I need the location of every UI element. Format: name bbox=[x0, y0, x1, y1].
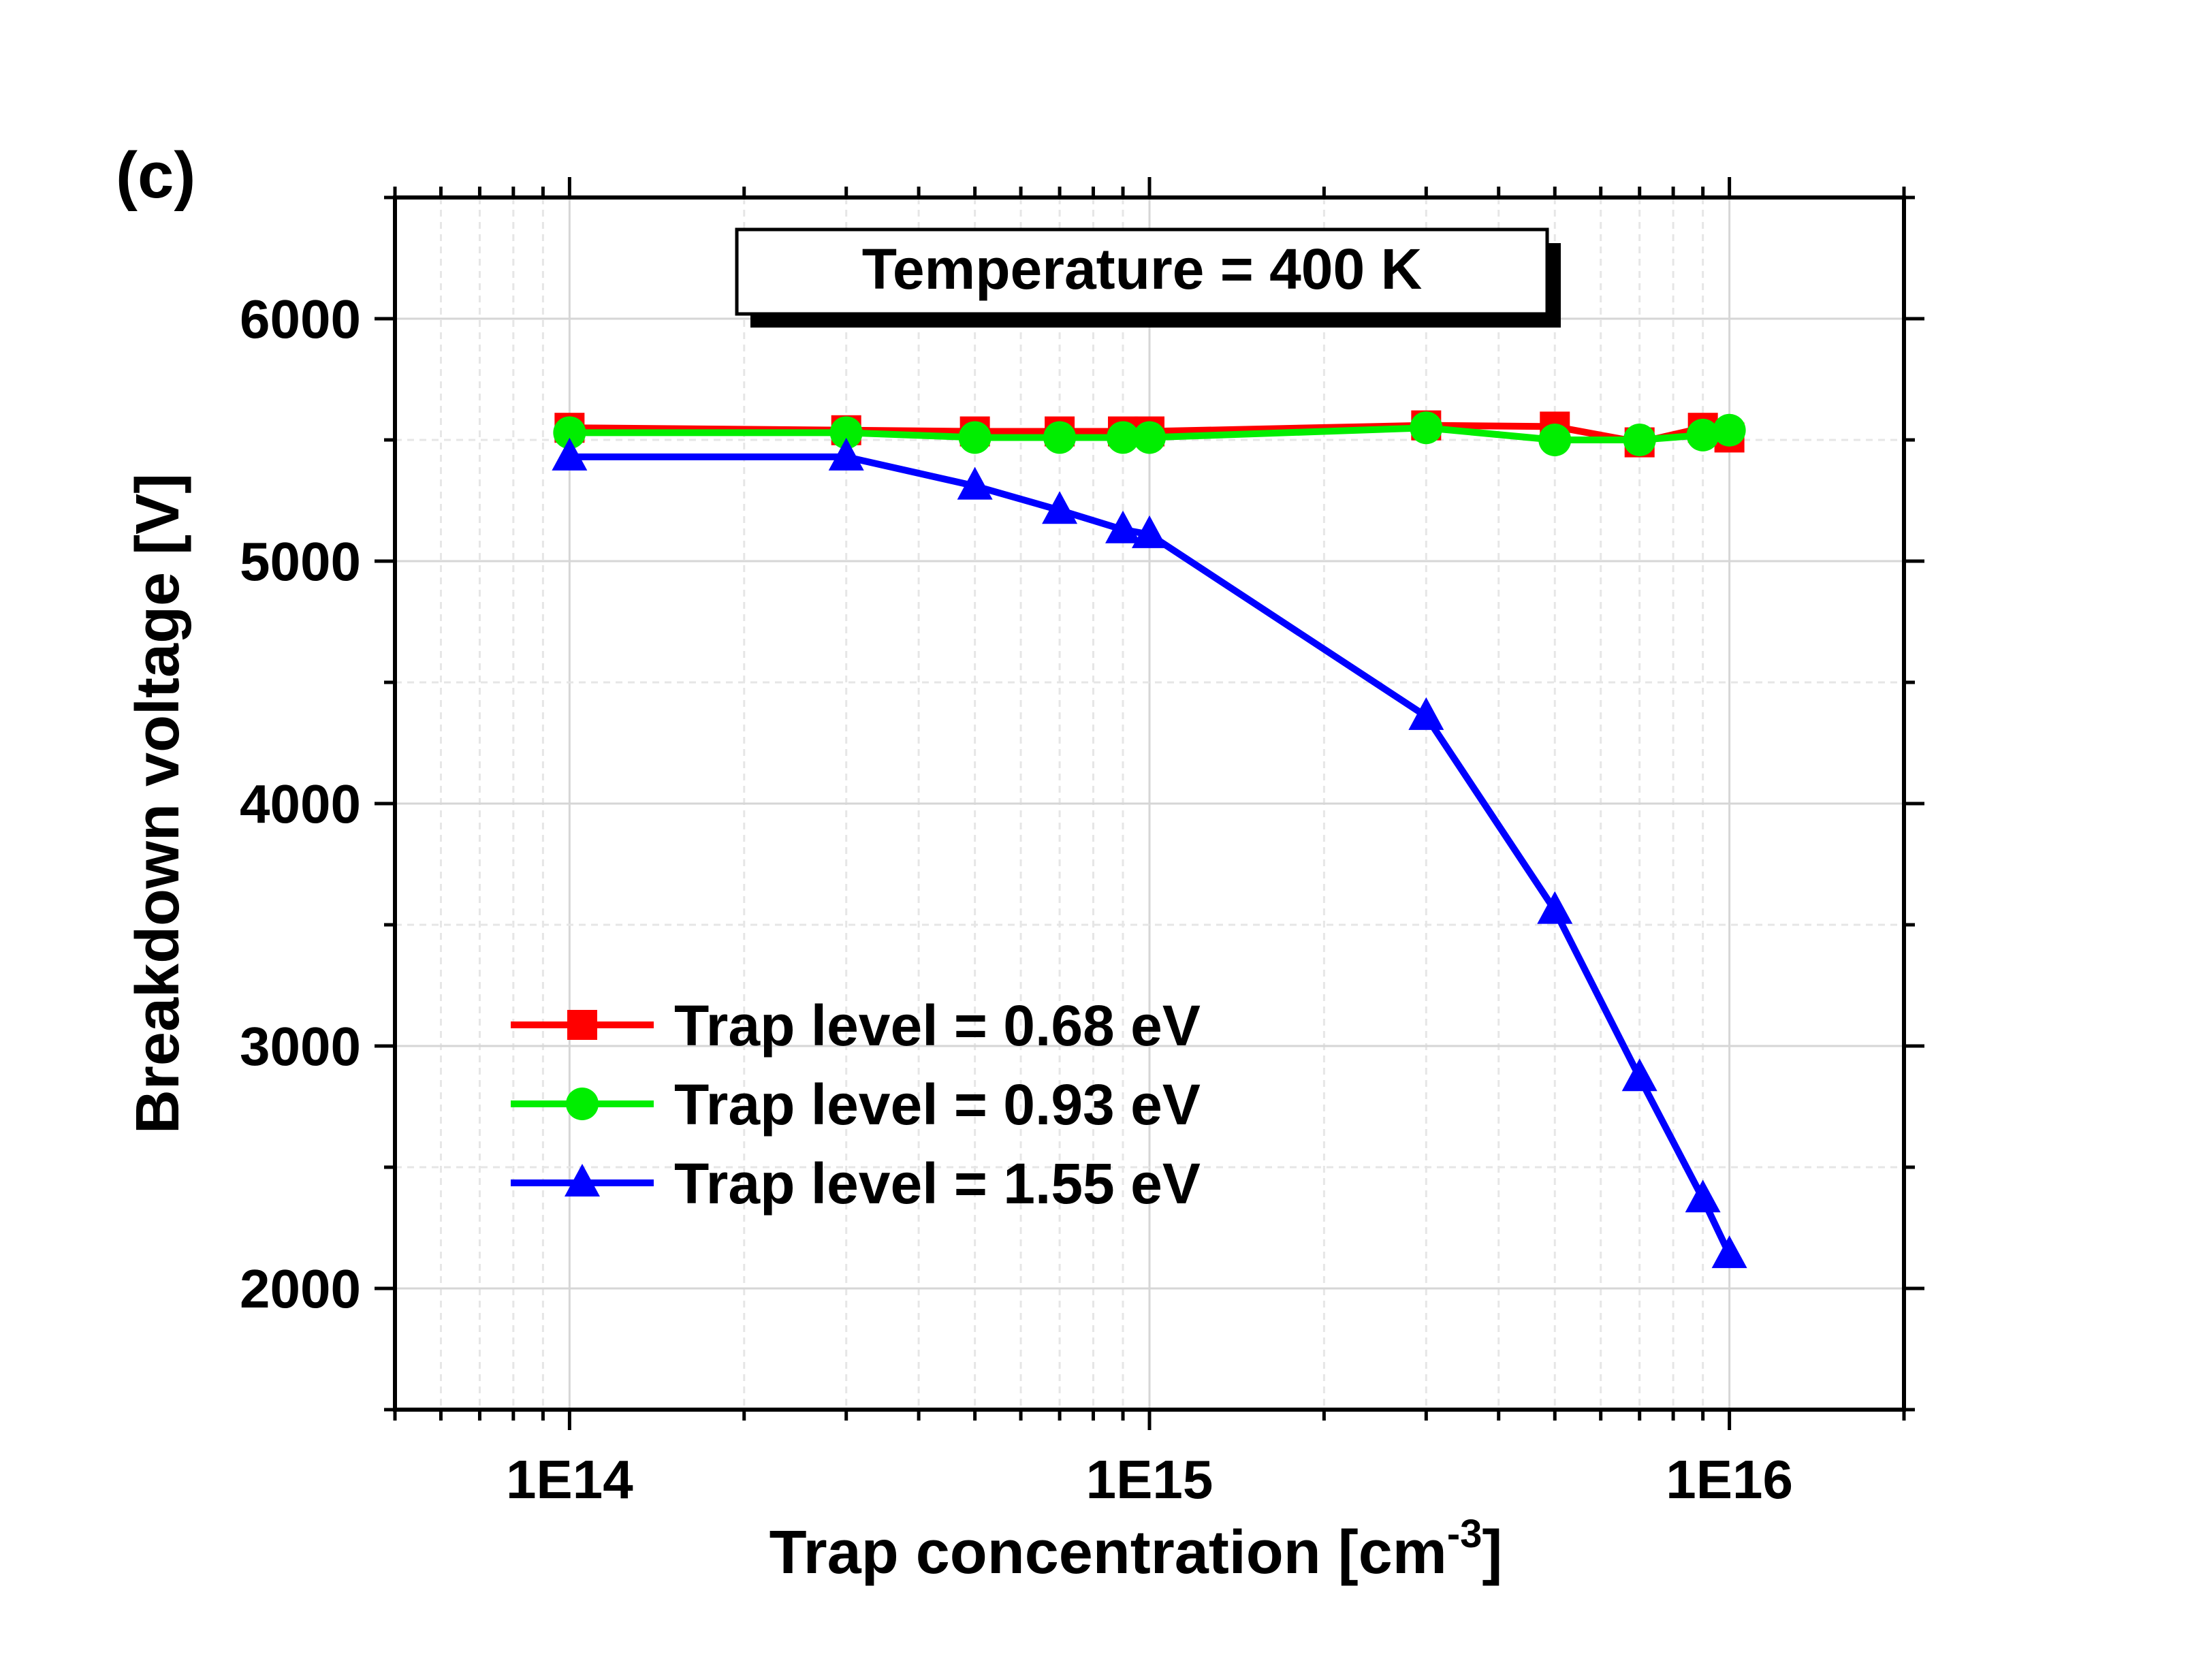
data-point bbox=[958, 421, 991, 454]
legend-swatch-marker bbox=[565, 1164, 600, 1196]
legend-swatch-marker bbox=[566, 1088, 599, 1120]
y-tick-label: 6000 bbox=[240, 289, 361, 349]
legend-label: Trap level = 0.93 eV bbox=[674, 1073, 1201, 1137]
data-point bbox=[1623, 424, 1656, 456]
x-axis-label-main: Trap concentration [cm bbox=[769, 1519, 1447, 1587]
legend: Trap level = 0.68 eV Trap level = 0.93 eV… bbox=[511, 994, 1201, 1216]
data-point bbox=[1685, 1179, 1721, 1213]
data-point bbox=[1408, 697, 1444, 730]
y-axis-label: Breakdown voltage [V] bbox=[124, 473, 192, 1134]
y-tick-label: 3000 bbox=[240, 1016, 361, 1077]
legend-label: Trap level = 1.55 eV bbox=[674, 1152, 1201, 1216]
series-layer bbox=[552, 410, 1747, 1269]
data-point bbox=[1043, 421, 1077, 454]
data-point bbox=[1713, 413, 1746, 447]
x-tick-label: 1E15 bbox=[1086, 1449, 1213, 1510]
legend-item: Trap level = 0.93 eV bbox=[511, 1073, 1201, 1137]
data-point bbox=[829, 416, 863, 449]
series-2 bbox=[553, 411, 1746, 456]
data-point bbox=[1105, 510, 1141, 543]
legend-item: Trap level = 0.68 eV bbox=[511, 994, 1201, 1058]
series-3 bbox=[552, 437, 1747, 1269]
data-point bbox=[1711, 1235, 1747, 1269]
legend-swatch-marker bbox=[567, 1010, 597, 1040]
temperature-annotation: Temperature = 400 K bbox=[735, 227, 1561, 328]
grid-layer bbox=[394, 197, 1905, 1410]
data-point bbox=[1621, 1058, 1657, 1092]
y-tick-label: 4000 bbox=[240, 774, 361, 834]
data-point bbox=[1133, 421, 1166, 454]
data-point bbox=[1042, 491, 1078, 524]
x-tick-label: 1E14 bbox=[506, 1449, 633, 1510]
x-axis-label-superscript: -3 bbox=[1447, 1512, 1482, 1556]
data-point bbox=[1132, 515, 1167, 548]
panel-label: (c) bbox=[116, 139, 195, 212]
legend-label: Trap level = 0.68 eV bbox=[674, 994, 1201, 1058]
data-point bbox=[828, 437, 864, 471]
data-point bbox=[1107, 421, 1140, 454]
x-axis-label: Trap concentration [cm-3] bbox=[769, 1512, 1503, 1587]
annotation-text: Temperature = 400 K bbox=[862, 237, 1423, 301]
x-axis-label-end: ] bbox=[1482, 1519, 1502, 1587]
data-point bbox=[1538, 424, 1572, 456]
y-tick-label: 2000 bbox=[240, 1258, 361, 1319]
data-point bbox=[552, 437, 588, 471]
y-tick-label: 5000 bbox=[240, 531, 361, 592]
data-point bbox=[1537, 891, 1573, 924]
data-point bbox=[553, 416, 586, 449]
axes-layer: 1E14 1E15 1E16 2000 3000 4000 5000 6000 bbox=[240, 177, 1924, 1510]
data-point bbox=[1686, 418, 1719, 451]
legend-item: Trap level = 1.55 eV bbox=[511, 1152, 1201, 1216]
annotation-frame bbox=[735, 227, 1549, 316]
data-point bbox=[1410, 411, 1443, 445]
data-point bbox=[957, 466, 993, 500]
x-tick-label: 1E16 bbox=[1666, 1449, 1793, 1510]
